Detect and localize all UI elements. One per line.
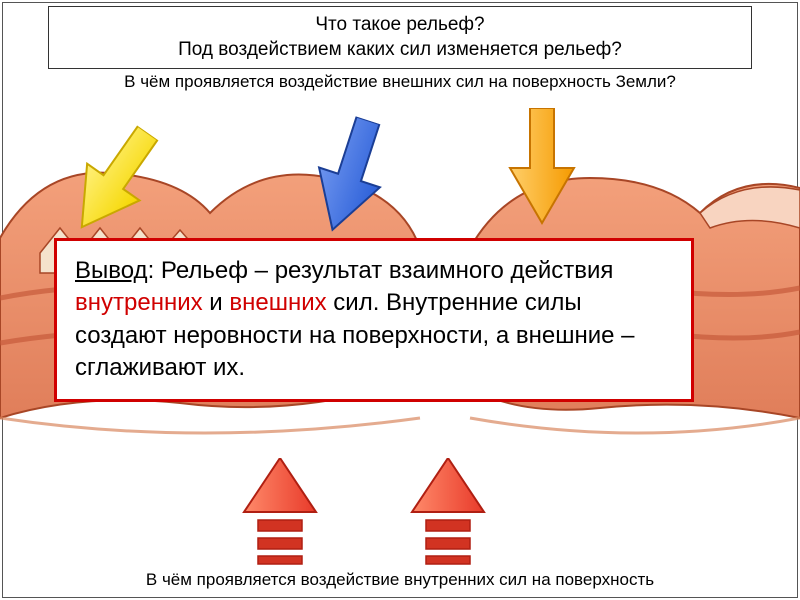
question-internal-forces: В чём проявляется воздействие внутренних… [24, 570, 776, 590]
arrow-up-right [408, 458, 488, 566]
question-external-forces: В чём проявляется воздействие внешних си… [40, 72, 760, 92]
conclusion-text: : Рельеф – результат взаимного действия … [75, 257, 635, 381]
title-line-2: Под воздействием каких сил изменяется ре… [57, 38, 743, 63]
conclusion-label: Вывод [75, 257, 148, 284]
arrow-up-left [240, 458, 320, 566]
rock-base [0, 418, 800, 433]
conclusion-box: Вывод: Рельеф – результат взаимного дейс… [54, 238, 694, 402]
arrow-down-orange [502, 108, 582, 228]
title-line-1: Что такое рельеф? [57, 13, 743, 38]
title-box: Что такое рельеф? Под воздействием каких… [48, 6, 752, 69]
